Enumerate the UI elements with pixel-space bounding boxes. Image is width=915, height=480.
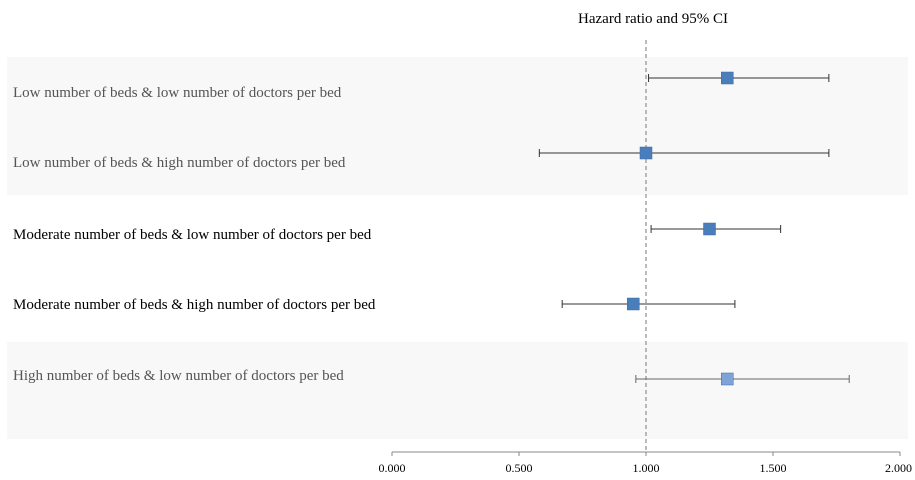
x-tick-label: 1.500 (760, 461, 787, 475)
x-axis-ticks: 0.000 0.500 1.000 1.500 2.000 (379, 452, 912, 475)
hr-marker (639, 146, 653, 160)
x-tick-label: 0.500 (506, 461, 533, 475)
row-label: High number of beds & low number of doct… (13, 368, 344, 384)
row-label: Low number of beds & low number of docto… (13, 85, 342, 101)
forest-row: Low number of beds & low number of docto… (13, 71, 830, 101)
hr-marker (627, 297, 640, 311)
forest-row: Low number of beds & high number of doct… (13, 146, 830, 171)
hr-marker (721, 372, 734, 386)
x-tick-label: 1.000 (633, 461, 660, 475)
x-tick-label: 2.000 (885, 461, 912, 475)
forest-row: Moderate number of beds & low number of … (13, 222, 782, 243)
rows: Low number of beds & low number of docto… (13, 71, 850, 386)
chart-title: Hazard ratio and 95% CI (578, 11, 728, 27)
forest-row: High number of beds & low number of doct… (13, 368, 850, 386)
row-bands (7, 57, 908, 439)
row-label: Moderate number of beds & low number of … (13, 227, 372, 243)
hr-marker (703, 222, 716, 236)
row-label: Low number of beds & high number of doct… (13, 155, 346, 171)
row-band-top (7, 57, 908, 195)
row-band-bottom (7, 342, 908, 439)
hr-marker (721, 71, 734, 85)
forest-row: Moderate number of beds & high number of… (13, 297, 736, 313)
row-label: Moderate number of beds & high number of… (13, 297, 376, 313)
x-tick-label: 0.000 (379, 461, 406, 475)
